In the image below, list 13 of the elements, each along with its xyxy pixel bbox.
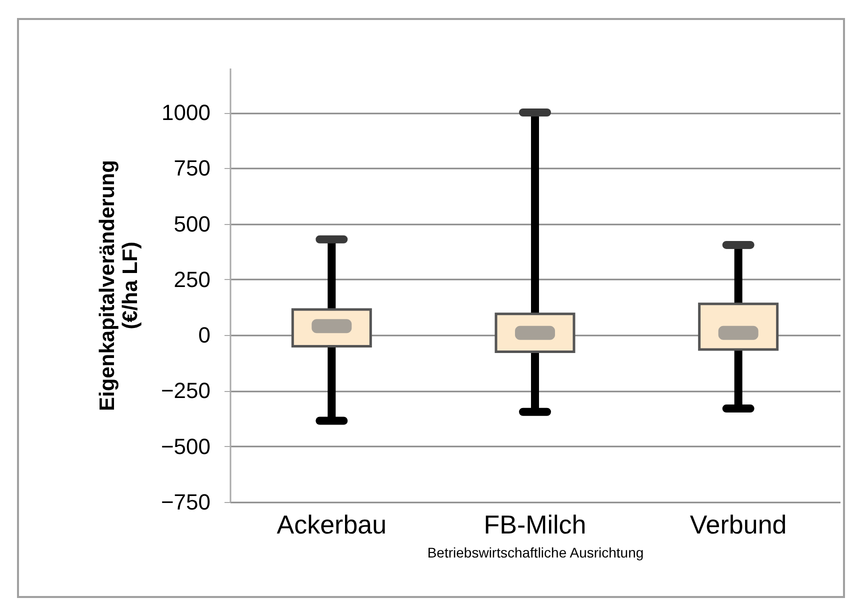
y-tick-label: 0 (198, 322, 210, 348)
y-tick-label: 250 (174, 266, 210, 292)
y-tick-label: −500 (160, 434, 210, 459)
x-tick-label: FB-Milch (484, 510, 586, 540)
x-tick-label: Ackerbau (276, 510, 387, 540)
y-tick-label: −750 (160, 490, 210, 514)
x-tick-label: Verbund (690, 510, 787, 540)
y-tick-label: 1000 (162, 100, 210, 126)
y-tick-label: 750 (174, 156, 210, 181)
y-axis-title: Eigenkapitalveränderung (€/ha LF) (96, 160, 142, 411)
y-tick-label: −250 (160, 378, 210, 404)
y-tick-label: 500 (174, 211, 210, 236)
x-axis-title: Betriebswirtschaftliche Ausrichtung (427, 544, 644, 560)
